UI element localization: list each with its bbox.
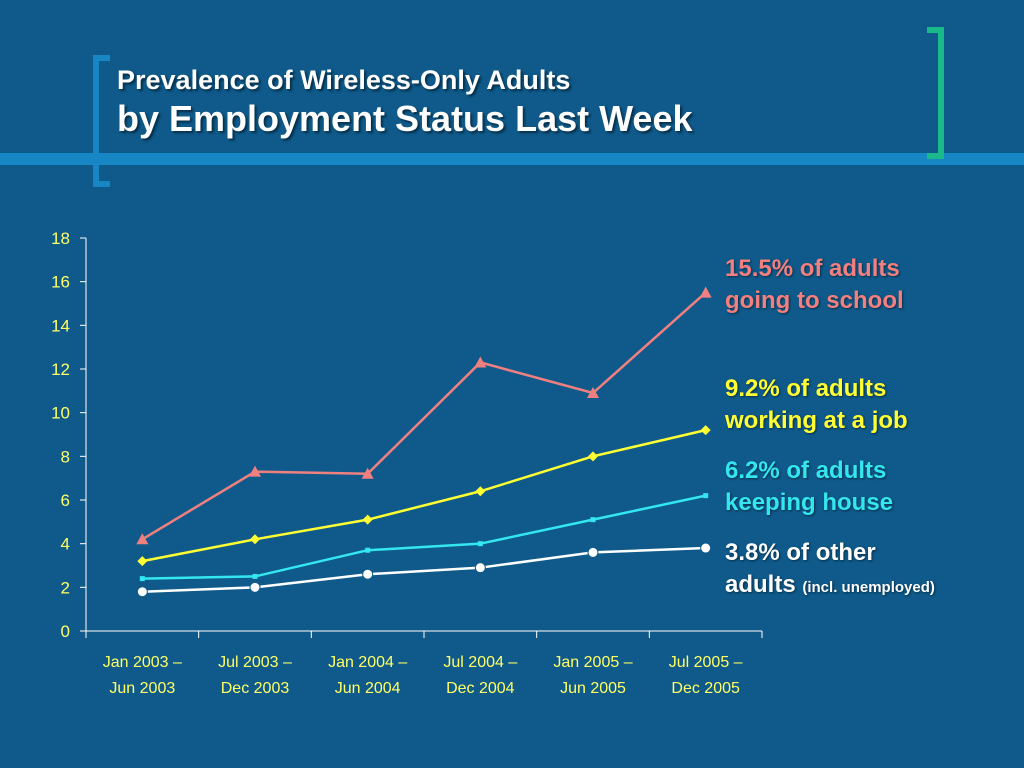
y-tick-label: 6 <box>61 491 70 510</box>
series-4-point <box>587 546 599 558</box>
annotation-school-line2: going to school <box>725 287 904 314</box>
y-tick-label: 8 <box>61 447 70 466</box>
series-line-2 <box>142 428 706 563</box>
x-tick-label: Jan 2005 – <box>553 654 632 671</box>
x-tick-label: Jun 2005 <box>560 680 626 697</box>
annotation-other: 3.8% of other adults (incl. unemployed) <box>725 537 935 604</box>
title-accent-bar <box>0 153 1024 165</box>
right-bracket-icon <box>927 27 944 159</box>
series-3-point <box>252 573 258 579</box>
y-tick-label: 2 <box>61 578 70 597</box>
title-line-2: by Employment Status Last Week <box>117 98 693 139</box>
series-4-point <box>362 568 374 580</box>
annotation-house-line1: 6.2% of adults <box>725 457 887 484</box>
series-4-point <box>474 562 486 574</box>
annotation-job-line2: working at a job <box>725 407 908 434</box>
series-line-3 <box>142 494 706 580</box>
annotation-job: 9.2% of adults working at a job <box>725 373 908 437</box>
series-3-point <box>477 541 483 547</box>
x-tick-label: Jul 2004 – <box>443 654 517 671</box>
series-line-1 <box>141 291 707 541</box>
x-tick-label: Jan 2003 – <box>103 654 182 671</box>
x-tick-label: Jan 2004 – <box>328 654 407 671</box>
y-tick-label: 16 <box>51 273 70 292</box>
x-tick-label: Jul 2005 – <box>669 654 743 671</box>
y-tick-label: 10 <box>51 404 70 423</box>
series-1-point <box>361 467 374 479</box>
series-1-point <box>136 533 149 545</box>
annotation-school-line1: 15.5% of adults <box>725 255 900 282</box>
x-tick-label: Dec 2004 <box>446 680 515 697</box>
annotation-other-note: (incl. unemployed) <box>802 579 935 596</box>
left-bracket-icon <box>93 55 110 187</box>
series-line-4 <box>142 546 706 593</box>
series-3-point <box>139 576 145 582</box>
y-tick-label: 14 <box>51 316 70 335</box>
y-tick-label: 18 <box>51 229 70 248</box>
x-tick-label: Dec 2003 <box>221 680 290 697</box>
annotation-job-line1: 9.2% of adults <box>725 375 887 402</box>
x-tick-label: Jun 2003 <box>109 680 175 697</box>
series-2-point <box>362 514 373 525</box>
series-2-point <box>250 534 260 545</box>
series-3-point <box>703 493 709 499</box>
x-tick-label: Jul 2003 – <box>218 654 292 671</box>
series-4-point <box>136 586 148 598</box>
annotation-other-line2: adults (incl. unemployed) <box>725 569 935 604</box>
y-tick-label: 4 <box>61 535 70 554</box>
series-2-point <box>588 451 598 462</box>
series-3-point <box>365 547 371 553</box>
page-title: Prevalence of Wireless-Only Adults by Em… <box>117 63 693 141</box>
annotation-school: 15.5% of adults going to school <box>725 253 904 317</box>
series-2-point <box>137 556 148 567</box>
title-line-1: Prevalence of Wireless-Only Adults <box>117 65 571 95</box>
y-tick-label: 12 <box>51 360 70 379</box>
series-1-point <box>474 356 487 368</box>
series-3-point <box>590 517 596 523</box>
x-tick-label: Jun 2004 <box>335 680 401 697</box>
series-1-point <box>587 387 599 399</box>
series-2-point <box>700 425 711 436</box>
series-2-point <box>475 486 486 497</box>
annotation-other-word: adults <box>725 571 796 598</box>
x-tick-label: Dec 2005 <box>671 680 740 697</box>
annotation-other-line1: 3.8% of other <box>725 539 876 566</box>
y-tick-label: 0 <box>61 622 70 641</box>
series-4-point <box>700 542 712 554</box>
series-1-point <box>699 286 712 298</box>
annotation-house-line2: keeping house <box>725 489 894 516</box>
series-4-point <box>249 581 261 593</box>
series-1-point <box>249 465 261 477</box>
annotation-house: 6.2% of adults keeping house <box>725 455 893 519</box>
